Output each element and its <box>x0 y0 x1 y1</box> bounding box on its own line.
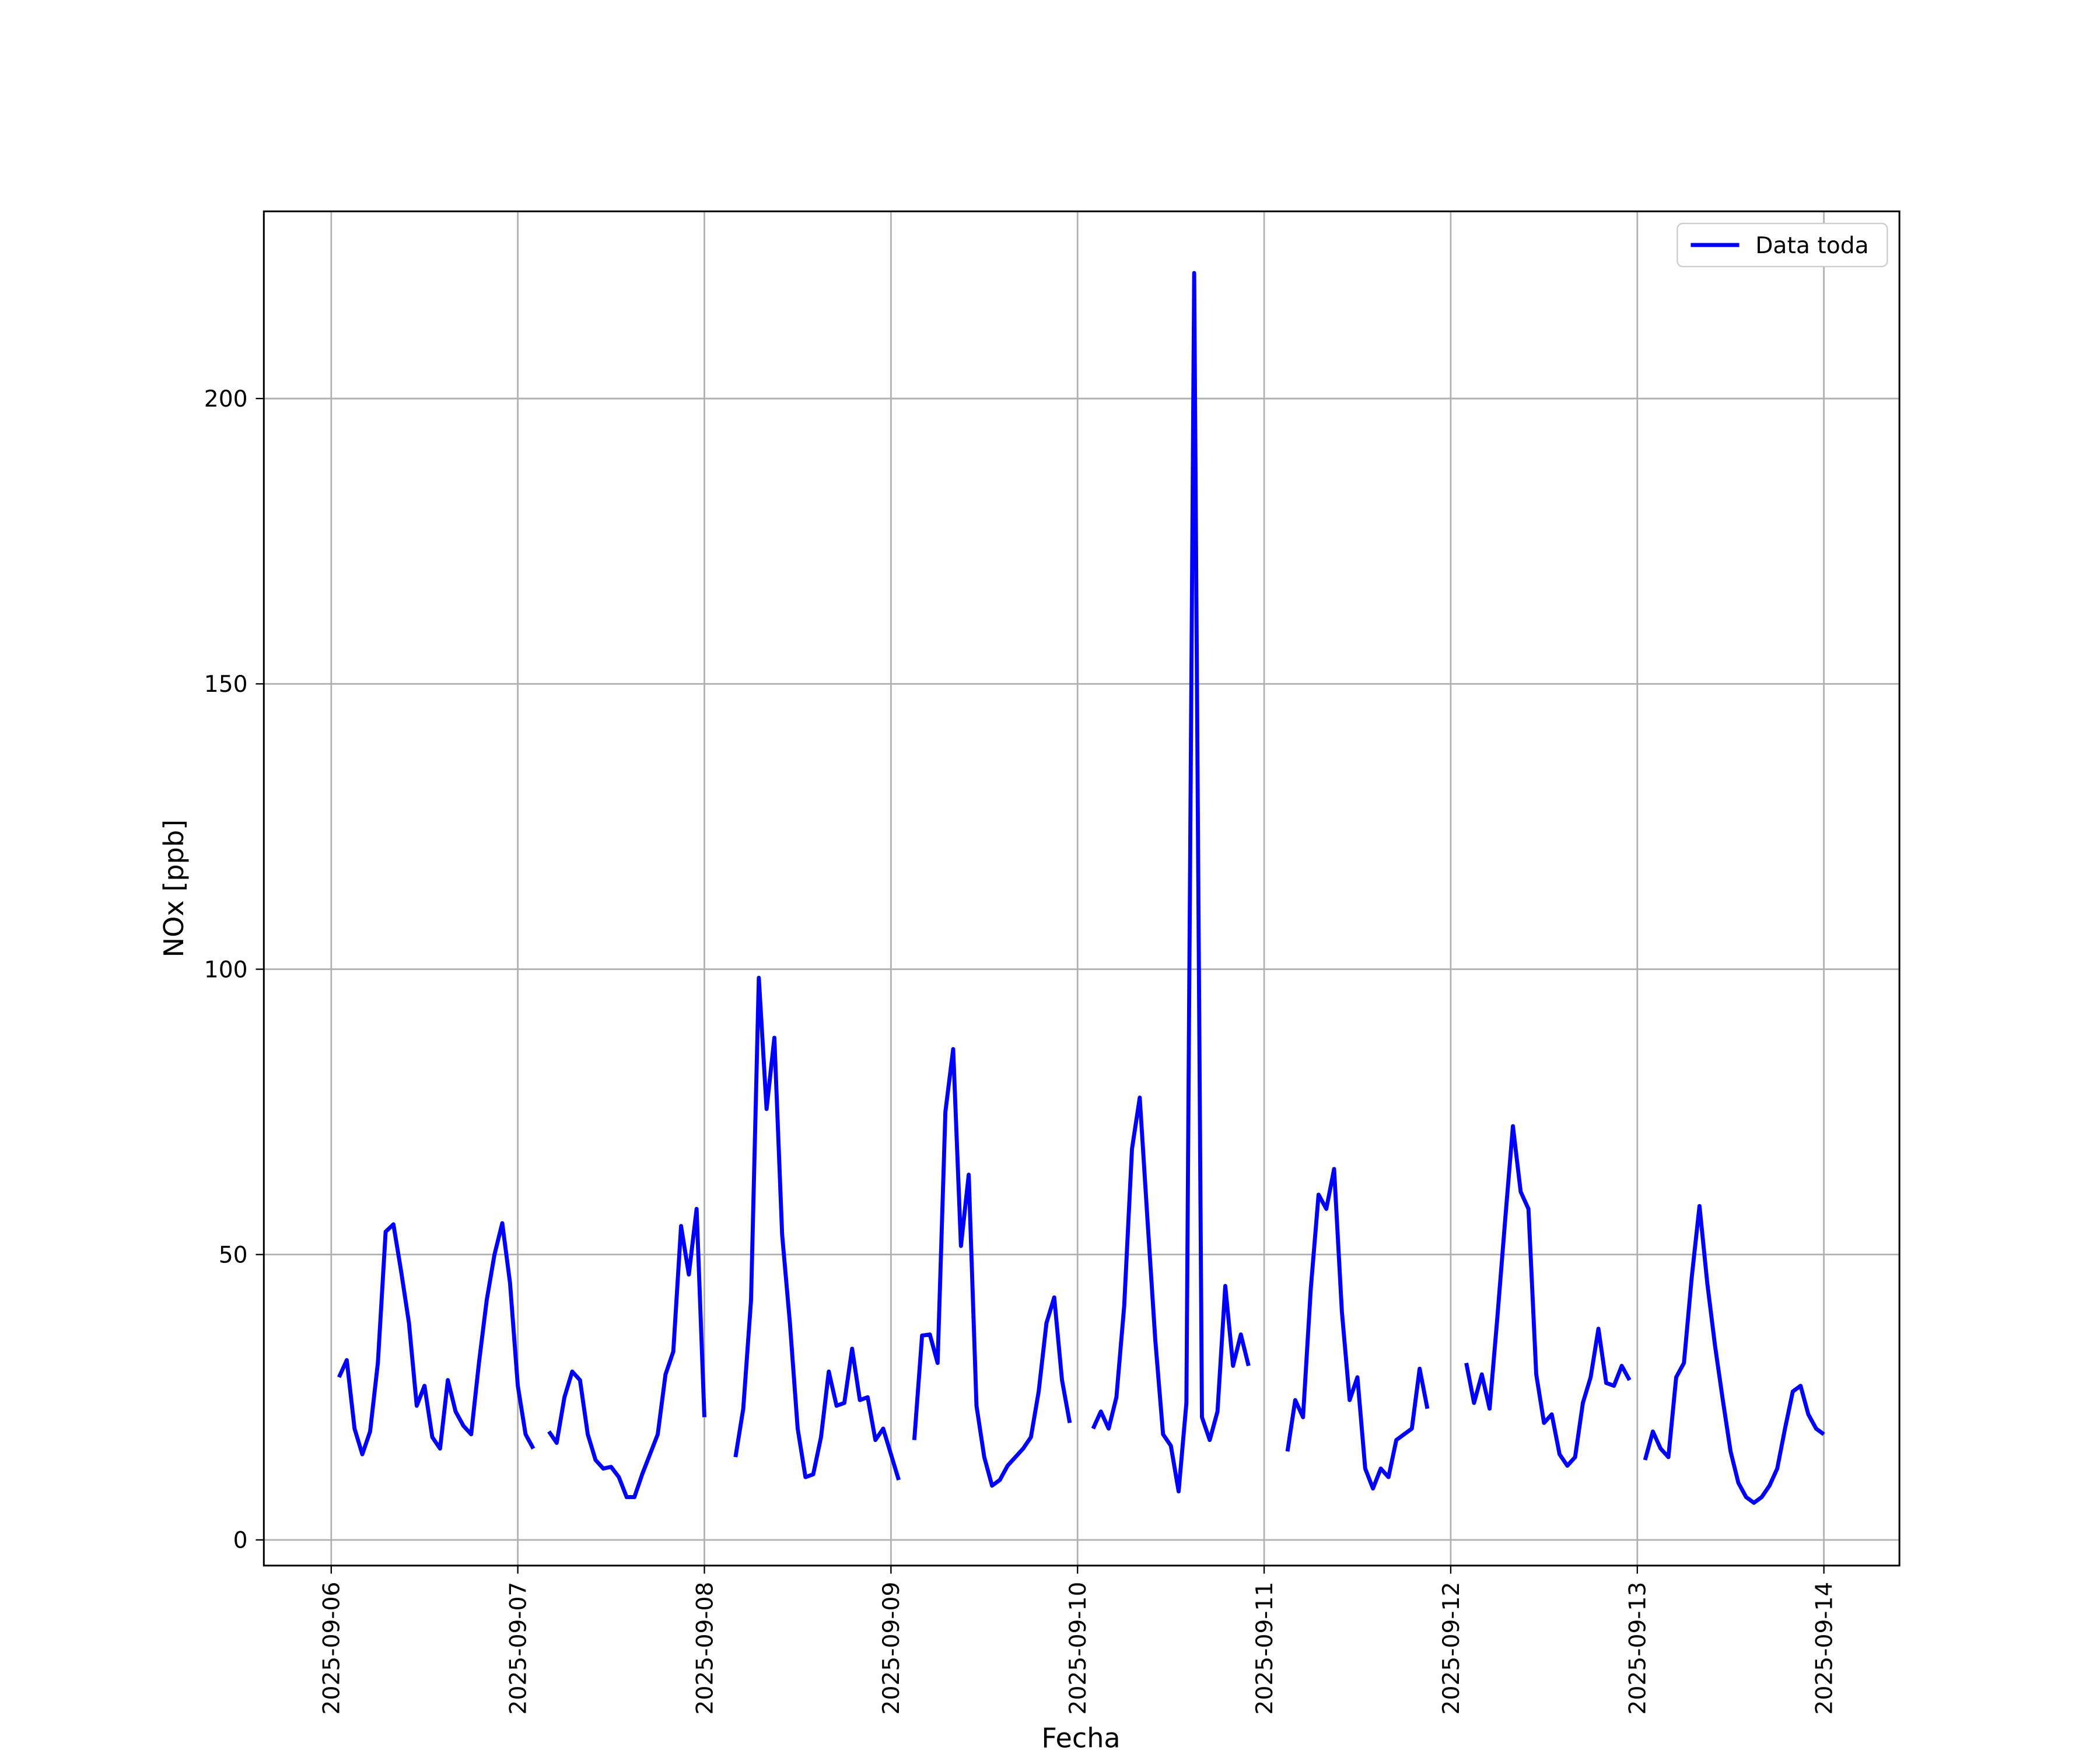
x-tick-label: 2025-09-08 <box>692 1582 718 1715</box>
x-tick-label: 2025-09-09 <box>878 1582 905 1715</box>
x-tick-label: 2025-09-10 <box>1065 1582 1091 1715</box>
y-tick-label: 0 <box>233 1528 248 1554</box>
legend-label: Data toda <box>1755 233 1868 259</box>
legend-box <box>1676 222 1888 268</box>
x-tick-label: 2025-09-06 <box>319 1582 345 1715</box>
y-axis-label: NOx [ppb] <box>158 820 190 958</box>
y-tick-label: 50 <box>219 1242 248 1269</box>
y-tick-label: 100 <box>204 957 248 983</box>
y-tick-label: 150 <box>204 671 248 698</box>
x-tick-label: 2025-09-13 <box>1625 1582 1651 1715</box>
x-tick-label: 2025-09-12 <box>1438 1582 1465 1715</box>
plot-frame <box>262 210 1901 1567</box>
x-tick-label: 2025-09-11 <box>1252 1582 1278 1715</box>
x-tick-label: 2025-09-14 <box>1812 1582 1838 1715</box>
data-line <box>337 271 1825 1505</box>
x-tick-label: 2025-09-07 <box>506 1582 532 1715</box>
x-axis-label: Fecha <box>1041 1722 1120 1750</box>
y-tick-label: 200 <box>204 386 248 412</box>
